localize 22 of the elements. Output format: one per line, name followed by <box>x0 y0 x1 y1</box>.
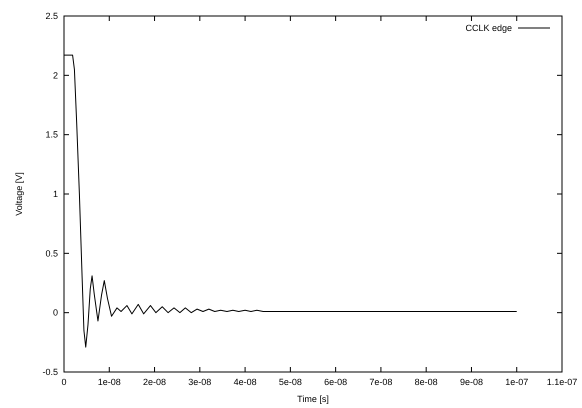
x-tick-label: 4e-08 <box>234 377 257 387</box>
x-tick-label: 1e-07 <box>505 377 528 387</box>
x-tick-label: 8e-08 <box>414 377 438 387</box>
legend-label: CCLK edge <box>465 23 512 33</box>
y-axis-title: Voltage [V] <box>14 172 24 216</box>
x-tick-label: 9e-08 <box>460 377 483 387</box>
x-tick-label: 6e-08 <box>324 377 348 387</box>
x-tick-label: 5e-08 <box>278 377 302 387</box>
x-axis-title: Time [s] <box>297 394 329 404</box>
y-tick-label: 1 <box>52 189 58 199</box>
y-tick-label: 0.5 <box>45 248 58 258</box>
y-tick-label: -0.5 <box>42 367 58 377</box>
y-tick-label: 2 <box>52 70 58 80</box>
y-tick-label: 0 <box>52 308 58 318</box>
x-tick-label: 1.1e-07 <box>546 377 578 387</box>
y-tick-label: 2.5 <box>45 11 58 21</box>
x-tick-label: 7e-08 <box>369 377 392 387</box>
x-tick-label: 1e-08 <box>98 377 121 387</box>
x-tick-label: 3e-08 <box>188 377 212 387</box>
y-tick-label: 1.5 <box>45 130 58 140</box>
x-tick-label: 2e-08 <box>143 377 166 387</box>
x-tick-label: 0 <box>61 377 67 387</box>
